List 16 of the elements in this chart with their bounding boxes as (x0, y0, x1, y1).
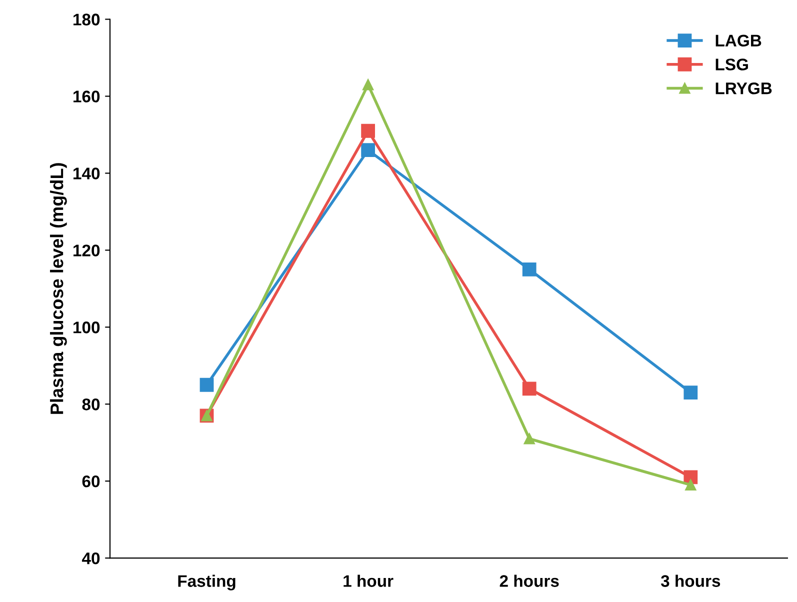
x-tick-label: Fasting (178, 574, 236, 590)
x-tick-label: 3 hours (660, 574, 720, 587)
y-tick-label: 140 (74, 168, 100, 180)
y-axis-title: Plasma glucose level (mg/dL) (50, 163, 67, 414)
y-tick-label: 160 (74, 90, 100, 102)
x-tick-label: 1 hour (344, 574, 394, 587)
y-tick-label: 180 (74, 14, 100, 26)
y-tick-label: 120 (74, 244, 100, 256)
y-tick-label: 40 (82, 552, 100, 564)
x-tick-label: 2 hours (500, 574, 559, 587)
y-tick-label: 80 (82, 398, 100, 410)
legend-label: LSG (716, 58, 748, 70)
y-tick-label: 100 (74, 322, 100, 334)
legend-label: LAGB (716, 34, 762, 47)
legend-label: LRYGB (716, 82, 772, 94)
y-tick-label: 60 (82, 475, 100, 488)
